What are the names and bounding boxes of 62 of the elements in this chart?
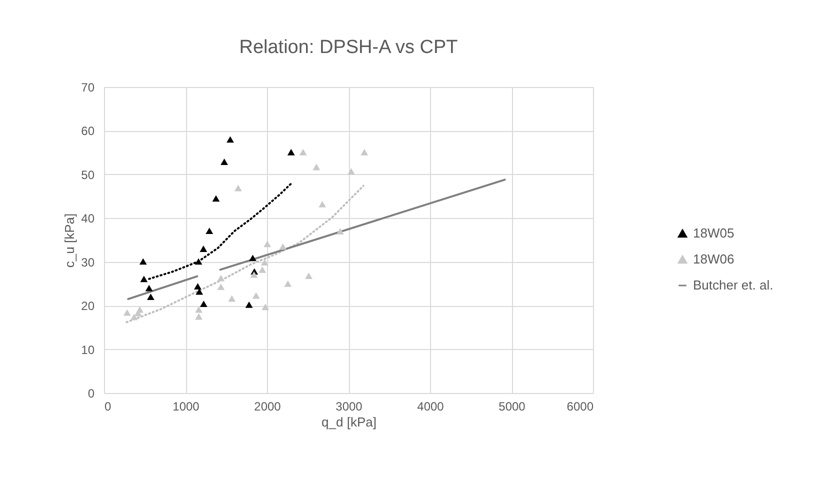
point [305,272,312,280]
point [264,240,272,248]
x-tick-label: 5000 [498,400,526,414]
point [220,158,228,165]
point [245,301,253,308]
point [195,313,202,320]
point [287,148,295,156]
point [249,254,256,262]
point [195,306,202,313]
line-series [126,184,364,324]
point [217,274,225,282]
point [299,148,307,156]
chart-title: Relation: DPSH-A vs CPT [239,37,458,58]
point [336,228,344,234]
point [200,246,208,252]
x-tick-label: 1000 [172,400,200,414]
y-tick-label: 0 [88,386,95,400]
point [258,266,266,273]
legend-label: 18W06 [693,252,734,266]
y-tick-label: 70 [81,80,95,94]
point [252,292,260,299]
point [212,195,220,202]
y-tick-label: 30 [81,255,95,270]
point [130,314,138,320]
point [123,309,131,316]
point [139,258,147,265]
y-axis-title: c_u [kPa] [62,213,78,268]
x-tick-label: 4000 [417,400,444,414]
point [194,258,202,265]
point [228,295,236,302]
line-series [148,182,292,280]
point [146,294,154,300]
point [234,184,242,192]
point [217,284,225,290]
y-tick-label: 60 [81,124,95,138]
x-tick-label: 3000 [336,400,363,414]
point [312,164,320,170]
point [250,271,258,278]
y-tick-label: 10 [81,342,95,357]
x-tick-label: 6000 [566,400,594,414]
point [318,200,326,208]
x-tick-label: 2000 [254,400,282,414]
point [262,304,270,310]
point [206,228,214,234]
legend-label: Butcher et. al. [693,278,774,292]
point [360,148,368,156]
point [284,280,292,287]
x-tick-label: 0 [104,400,112,414]
point [261,259,268,266]
point [145,284,153,292]
y-tick-label: 20 [81,299,95,314]
point [347,168,355,175]
point [279,243,287,250]
point [200,300,208,308]
y-tick-label: 50 [81,168,95,182]
point [140,276,148,282]
point [194,283,202,290]
point [136,306,144,313]
x-axis-title: q_d [kPa] [322,414,376,430]
legend-label: 18W05 [693,226,734,240]
point [226,136,234,143]
y-tick-label: 40 [81,212,95,226]
